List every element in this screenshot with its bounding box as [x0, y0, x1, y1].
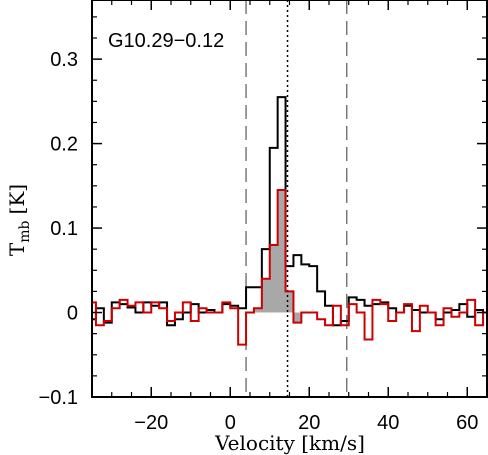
- y-tick-label: 0.1: [50, 218, 78, 240]
- x-tick-label: 60: [456, 412, 478, 434]
- y-tick-label: 0.3: [50, 49, 78, 71]
- tick-layer: −20 0 20 40 60 −0.1 0 0.1 0.2 0.3: [39, 0, 487, 434]
- source-name-label: G10.29−0.12: [108, 30, 224, 52]
- y-tick-label: 0: [67, 303, 78, 325]
- velocity-marker-layer: [245, 0, 348, 397]
- x-tick-label: 20: [298, 412, 320, 434]
- y-axis-label-sub: mb: [17, 220, 33, 242]
- y-axis-label-main: T: [5, 242, 29, 256]
- series-1-line: [92, 189, 487, 346]
- y-tick-label: 0.2: [50, 134, 78, 156]
- y-tick-label: −0.1: [39, 387, 78, 409]
- y-axis-label: Tmb [K]: [5, 184, 33, 256]
- x-axis-label: Velocity [km/s]: [214, 431, 365, 455]
- x-tick-label: −20: [134, 412, 168, 434]
- series-layer: [92, 96, 487, 346]
- y-axis-label-unit: [K]: [5, 184, 29, 215]
- x-tick-label: 0: [225, 412, 236, 434]
- plot-frame: [91, 0, 488, 398]
- x-tick-label: 40: [377, 412, 399, 434]
